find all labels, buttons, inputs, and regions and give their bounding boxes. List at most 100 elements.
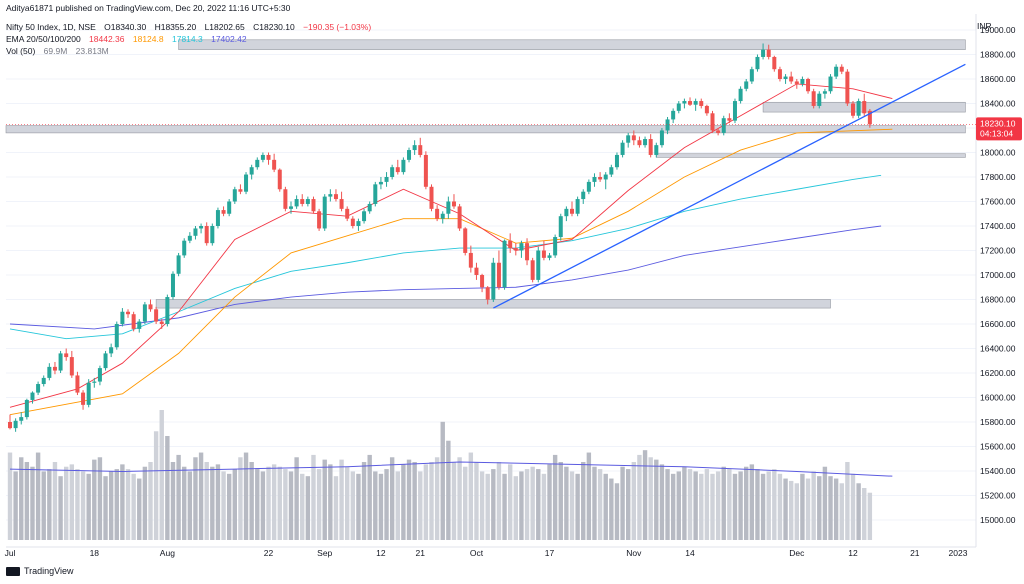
- candle-body: [255, 159, 260, 168]
- candle-body: [232, 189, 237, 202]
- volume-bar: [609, 478, 614, 540]
- x-tick-label: Jul: [5, 548, 16, 558]
- candle-body: [52, 366, 57, 371]
- volume-bar: [597, 469, 603, 540]
- y-tick-label: 16000.00: [980, 393, 1016, 403]
- candle-body: [575, 199, 580, 214]
- volume-bar: [75, 469, 80, 540]
- candle-body: [665, 119, 670, 131]
- volume-bar: [828, 476, 833, 540]
- y-tick-label: 16800.00: [980, 295, 1016, 305]
- candle-body: [305, 199, 310, 204]
- candle-body: [114, 324, 119, 348]
- y-tick-label: 16400.00: [980, 344, 1016, 354]
- footer-brand[interactable]: TradingView: [6, 566, 74, 576]
- volume-bar: [395, 471, 400, 540]
- volume-bar: [182, 466, 187, 540]
- candle-body: [440, 213, 445, 219]
- volume-bar: [569, 471, 575, 540]
- volume-bar: [226, 473, 232, 540]
- candle-body: [120, 311, 125, 324]
- volume-bar: [170, 462, 176, 540]
- y-tick-label: 19000.00: [980, 25, 1016, 35]
- x-tick-label: 17: [545, 548, 555, 558]
- volume-bar: [260, 471, 266, 540]
- x-tick-label: 21: [416, 548, 426, 558]
- candle-body: [643, 139, 648, 146]
- candle-body: [187, 235, 192, 241]
- volume-bar: [440, 421, 445, 540]
- candle-body: [378, 181, 383, 185]
- volume-bar: [642, 450, 648, 540]
- candle-body: [131, 314, 136, 329]
- volume-bar: [637, 454, 642, 540]
- volume-bar: [103, 476, 108, 540]
- volume-bar: [406, 459, 412, 540]
- volume-last-value: 23.813M: [75, 46, 109, 56]
- candle-body: [693, 101, 698, 105]
- volume-bar: [502, 473, 507, 540]
- candle-body: [474, 267, 479, 275]
- y-tick-label: 16200.00: [980, 368, 1016, 378]
- volume-bar: [64, 466, 69, 540]
- candle-body: [749, 69, 754, 82]
- candle-body: [682, 101, 687, 104]
- volume-bar: [620, 466, 625, 540]
- candle-body: [328, 194, 333, 197]
- y-tick-label: 16600.00: [980, 319, 1016, 329]
- volume-bar: [755, 469, 760, 540]
- volume-bar: [153, 431, 159, 540]
- ema20-value: 18442.36: [89, 34, 125, 44]
- candle-body: [772, 56, 777, 70]
- volume-bar: [457, 457, 462, 540]
- candle-body: [182, 240, 187, 256]
- candle-body: [654, 145, 659, 155]
- candle-body: [463, 228, 468, 253]
- volume-bar: [592, 466, 597, 540]
- candle-body: [395, 167, 400, 173]
- zone-box: [655, 153, 966, 158]
- y-tick-label: 15200.00: [980, 491, 1016, 501]
- x-tick-label: Sep: [317, 548, 332, 558]
- y-tick-label: 15400.00: [980, 466, 1016, 476]
- candle-body: [159, 321, 164, 324]
- candle-body: [215, 210, 220, 226]
- volume-bar: [52, 462, 58, 540]
- volume-bar: [418, 471, 423, 540]
- volume-bar: [581, 462, 586, 540]
- candle-body: [446, 201, 451, 214]
- volume-bar: [699, 473, 704, 540]
- candle-body: [862, 101, 867, 114]
- candle-body: [806, 79, 811, 92]
- volume-bar: [41, 471, 46, 540]
- volume-bar: [350, 471, 356, 540]
- candle-body: [41, 377, 46, 385]
- volume-bar: [108, 471, 114, 540]
- volume-bar: [137, 478, 142, 540]
- y-tick-label: 17000.00: [980, 270, 1016, 280]
- volume-bar: [429, 462, 434, 540]
- symbol-label: Nifty 50 Index, 1D, NSE: [6, 22, 96, 32]
- candle-body: [36, 384, 41, 393]
- y-tick-label: 17400.00: [980, 221, 1016, 231]
- volume-bar: [575, 473, 580, 540]
- volume-bar: [165, 436, 170, 540]
- y-tick-label: 17800.00: [980, 172, 1016, 182]
- candle-body: [109, 347, 114, 354]
- volume-bar: [794, 483, 799, 540]
- volume-bar: [603, 473, 608, 540]
- candle-body: [418, 145, 423, 155]
- volume-bar: [732, 473, 738, 540]
- candle-body: [468, 252, 473, 268]
- candle-body: [390, 167, 395, 177]
- candle-body: [75, 375, 80, 393]
- candle-body: [345, 208, 350, 219]
- candle-body: [170, 273, 175, 298]
- volume-bar: [586, 452, 592, 540]
- volume-bar: [204, 462, 209, 540]
- volume-bar: [13, 471, 18, 540]
- candle-body: [457, 206, 462, 229]
- candle-body: [311, 199, 316, 212]
- candle-body: [676, 103, 681, 111]
